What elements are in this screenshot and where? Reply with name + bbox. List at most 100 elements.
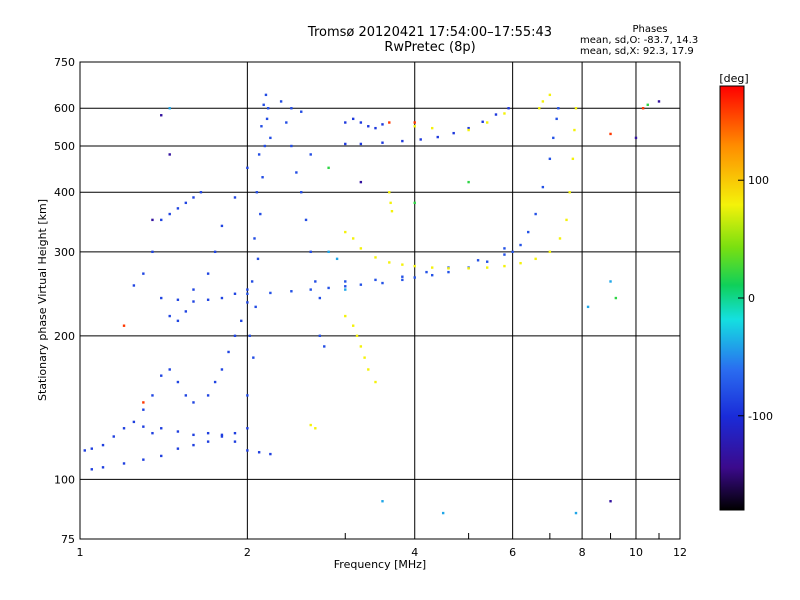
echo-point: [413, 264, 416, 268]
echo-point: [176, 207, 180, 210]
echo-point: [318, 296, 322, 300]
echo-point: [401, 275, 404, 278]
echo-point: [467, 128, 470, 132]
echo-point: [503, 253, 506, 256]
echo-point: [246, 288, 249, 291]
echo-point: [481, 120, 484, 123]
echo-point: [176, 319, 180, 323]
echo-point: [132, 284, 136, 287]
echo-point: [381, 123, 384, 126]
echo-point: [142, 425, 145, 428]
echo-point: [355, 334, 359, 338]
echo-point: [246, 301, 249, 304]
echo-point: [381, 141, 384, 144]
echo-point: [206, 440, 210, 443]
echo-point: [363, 356, 366, 359]
echo-point: [314, 427, 317, 430]
y-axis-label: Stationary phase Virtual Height [km]: [36, 199, 49, 401]
echo-point: [573, 128, 576, 132]
y-tick-label: 500: [54, 140, 75, 153]
echo-point: [265, 117, 269, 121]
y-tick-label: 400: [54, 186, 75, 199]
echo-point: [122, 324, 126, 327]
echo-point: [609, 132, 612, 136]
echo-point: [233, 196, 237, 199]
echo-point: [290, 144, 293, 148]
echo-point: [388, 121, 391, 124]
echo-point: [160, 427, 163, 430]
echo-point: [519, 261, 522, 265]
echo-point: [430, 126, 434, 130]
echo-point: [519, 243, 522, 247]
y-tick-label: 200: [54, 330, 75, 343]
echo-point: [257, 153, 261, 156]
echo-point: [646, 103, 649, 107]
echo-point: [413, 125, 416, 128]
echo-point: [430, 273, 434, 277]
echo-point: [122, 462, 126, 465]
echo-point: [101, 443, 105, 447]
echo-point: [548, 157, 552, 161]
echo-point: [199, 191, 203, 194]
echo-point: [206, 272, 210, 275]
echo-point: [558, 237, 562, 240]
echo-point: [250, 280, 254, 283]
echo-point: [467, 267, 470, 270]
echo-point: [184, 201, 188, 205]
echo-point: [413, 276, 416, 279]
echo-point: [413, 201, 416, 205]
echo-point: [503, 112, 506, 115]
echo-point: [168, 368, 171, 371]
echo-point: [290, 290, 293, 293]
echo-point: [264, 93, 268, 97]
echo-point: [300, 191, 303, 194]
echo-point: [381, 500, 384, 503]
echo-point: [388, 191, 391, 194]
echo-point: [206, 394, 210, 397]
echo-point: [327, 286, 330, 290]
colorbar-unit-label: [deg]: [719, 72, 748, 85]
echo-point: [176, 380, 180, 384]
echo-point: [240, 319, 243, 323]
title-system: RwPretec (8p): [384, 40, 476, 55]
echo-point: [359, 345, 363, 348]
echo-point: [430, 266, 434, 269]
echo-point: [160, 218, 163, 222]
echo-point: [151, 431, 154, 435]
echo-point: [344, 280, 347, 283]
echo-point: [168, 153, 171, 156]
echo-point: [259, 212, 262, 216]
echo-point: [309, 250, 312, 254]
echo-point: [494, 113, 498, 116]
echo-point: [192, 300, 195, 303]
echo-point: [206, 431, 210, 435]
echo-point: [401, 139, 404, 143]
echo-point: [389, 201, 392, 205]
echo-point: [151, 250, 154, 254]
echo-point: [304, 218, 308, 222]
echo-point: [290, 107, 293, 110]
echo-point: [220, 435, 224, 438]
echo-point: [374, 278, 377, 282]
echo-point: [151, 218, 154, 222]
x-tick-label: 4: [411, 546, 418, 559]
echo-point: [323, 345, 326, 348]
y-tick-label: 100: [54, 473, 75, 486]
echo-point: [351, 117, 355, 121]
echo-point: [401, 278, 404, 282]
echo-point: [176, 447, 180, 450]
echo-point: [359, 142, 363, 146]
echo-point: [192, 443, 195, 447]
colorbar-tick-label: -100: [748, 410, 773, 423]
echo-point: [476, 259, 480, 262]
echo-point: [160, 296, 163, 300]
echo-point: [436, 135, 439, 139]
echo-point: [344, 314, 347, 318]
echo-point: [351, 237, 355, 240]
phases-heading: Phases: [632, 24, 668, 35]
x-tick-labels: 1 2 4 6 8 10 12: [77, 546, 688, 559]
echo-point: [233, 440, 237, 443]
echo-point: [220, 433, 224, 437]
echo-point: [609, 280, 612, 283]
